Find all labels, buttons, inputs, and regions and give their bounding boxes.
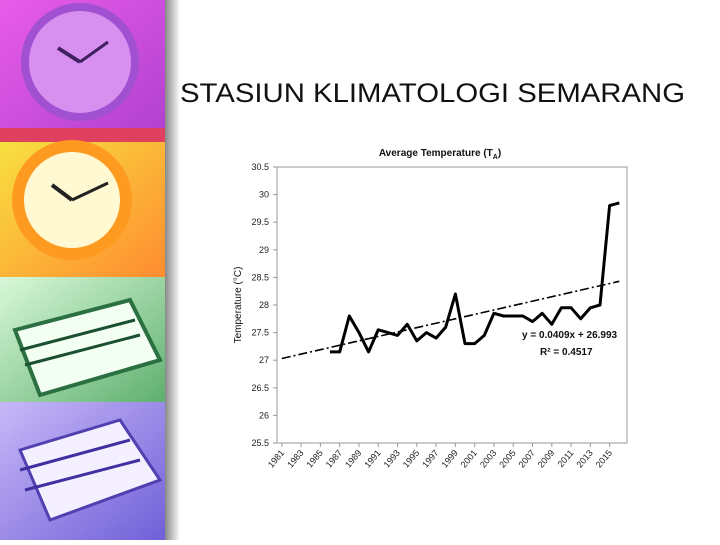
y-tick-label: 30.5 (251, 162, 269, 172)
x-tick-label: 1985 (304, 448, 325, 470)
x-tick-label: 2001 (459, 448, 480, 470)
chart-title: Average Temperature (TA) (379, 148, 501, 161)
y-tick-label: 25.5 (251, 438, 269, 448)
y-tick-label: 26.5 (251, 383, 269, 393)
x-tick-label: 2003 (478, 448, 499, 470)
x-tick-label: 1983 (285, 448, 306, 470)
side-decoration (0, 0, 180, 540)
x-tick-label: 2007 (517, 448, 538, 470)
chart-title-end: ) (498, 148, 501, 159)
x-tick-label: 1997 (420, 448, 441, 470)
x-tick-label: 1991 (362, 448, 383, 470)
x-tick-label: 1995 (401, 448, 422, 470)
x-tick-label: 2009 (536, 448, 557, 470)
x-tick-label: 2013 (574, 448, 595, 470)
x-tick-label: 2015 (594, 448, 615, 470)
y-axis-label: Temperature (°C) (233, 267, 244, 344)
y-tick-label: 28.5 (251, 272, 269, 282)
x-tick-label: 1987 (324, 448, 345, 470)
y-tick-label: 29 (259, 245, 269, 255)
x-tick-label: 2011 (556, 448, 576, 469)
slide-heading: STASIUN KLIMATOLOGI SEMARANG (180, 78, 685, 108)
y-tick-label: 29.5 (251, 217, 269, 227)
chart-title-subscript: A (493, 154, 498, 161)
x-tick-label: 1989 (343, 448, 364, 470)
y-tick-label: 30 (259, 190, 269, 200)
x-tick-label: 2005 (497, 448, 518, 470)
data-line (330, 201, 620, 354)
chart-title-text: Average Temperature (T (379, 148, 493, 159)
trend-line (281, 280, 620, 360)
x-tick-label: 1999 (439, 448, 460, 470)
y-tick-label: 27 (259, 355, 269, 365)
y-tick-label: 27.5 (251, 328, 269, 338)
trend-equation: y = 0.0409x + 26.993 (522, 330, 618, 341)
x-tick-label: 1981 (266, 448, 287, 470)
trend-r-squared: R² = 0.4517 (540, 347, 593, 358)
x-tick-label: 1993 (382, 448, 403, 470)
y-tick-label: 26 (259, 410, 269, 420)
y-tick-label: 28 (259, 300, 269, 310)
